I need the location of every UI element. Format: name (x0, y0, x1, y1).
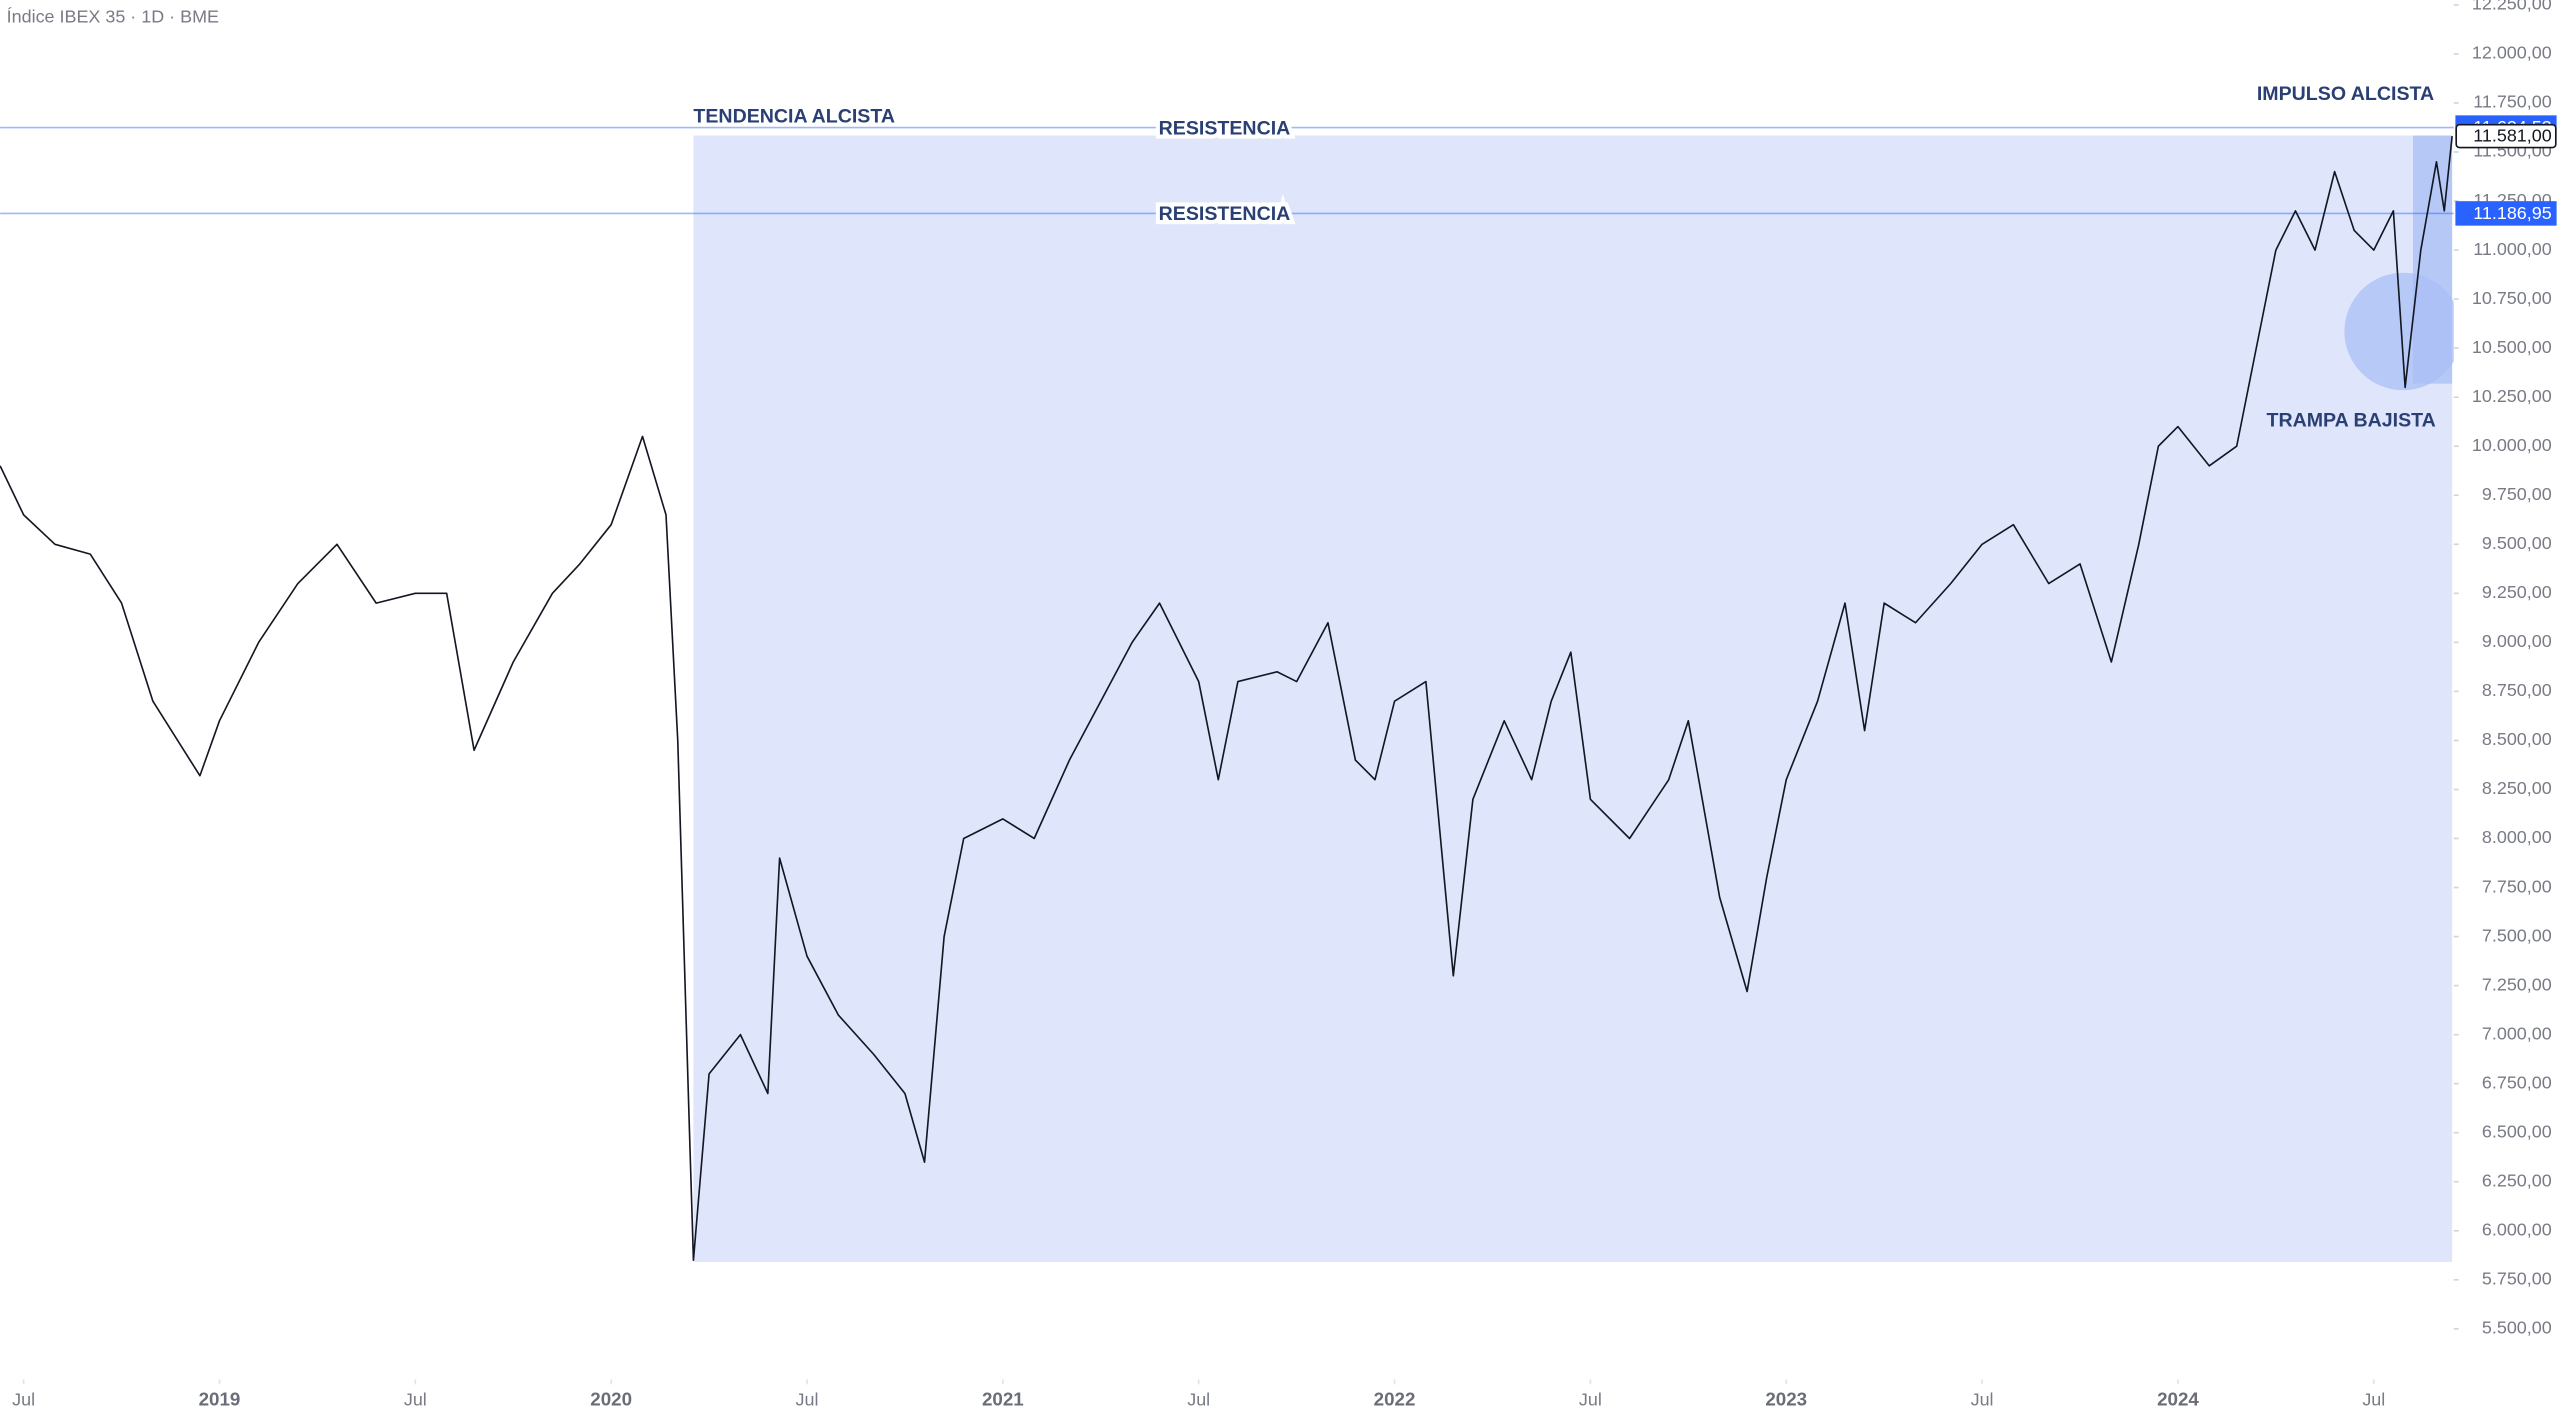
x-tick-label: 2022 (1374, 1389, 1416, 1410)
y-tick-label: 9.000,00 (2482, 631, 2552, 651)
price-line (0, 136, 2453, 1262)
x-tick-label: Jul (1971, 1389, 1994, 1409)
y-tick-label: 5.500,00 (2482, 1318, 2552, 1338)
y-tick-label: 8.250,00 (2482, 778, 2552, 798)
y-tick-label: 6.250,00 (2482, 1170, 2552, 1190)
x-tick-label: Jul (12, 1389, 35, 1409)
price-axis (2453, 0, 2560, 1417)
y-tick-label: 7.000,00 (2482, 1023, 2552, 1043)
y-tick-label: 8.500,00 (2482, 729, 2552, 749)
zone-label: TENDENCIA ALCISTA (693, 106, 895, 128)
y-tick-label: 11.000,00 (2473, 239, 2551, 259)
zone (693, 135, 2453, 1262)
y-tick-label: 7.500,00 (2482, 925, 2552, 945)
zone-label: IMPULSO ALCISTA (2257, 83, 2434, 105)
x-tick-label: Jul (2362, 1389, 2385, 1409)
y-tick-label: 7.250,00 (2482, 974, 2552, 994)
chart-title: Índice IBEX 35 · 1D · BME (7, 7, 219, 27)
x-tick-label: Jul (1579, 1389, 1602, 1409)
y-tick-label: 9.250,00 (2482, 582, 2552, 602)
y-tick-label: 8.000,00 (2482, 827, 2552, 847)
x-tick-label: 2024 (2157, 1389, 2199, 1410)
y-tick-label: 6.750,00 (2482, 1072, 2552, 1092)
x-tick-label: Jul (796, 1389, 819, 1409)
price-tag (2455, 201, 2557, 226)
x-tick-label: 2020 (590, 1389, 632, 1410)
last-price-label: 11.581,00 (2473, 126, 2551, 146)
y-tick-label: 12.000,00 (2472, 43, 2552, 63)
y-tick-label: 11.750,00 (2473, 92, 2551, 112)
y-tick-label: 10.750,00 (2472, 288, 2552, 308)
x-tick-label: Jul (404, 1389, 427, 1409)
resistance-label: RESISTENCIA (1159, 203, 1291, 225)
y-tick-label: 7.750,00 (2482, 876, 2552, 896)
y-tick-label: 10.500,00 (2472, 337, 2552, 357)
x-tick-label: 2021 (982, 1389, 1024, 1410)
x-tick-label: 2023 (1765, 1389, 1807, 1410)
marker-circle (2344, 272, 2462, 391)
price-tag-label: 11.186,95 (2473, 203, 2551, 223)
x-tick-label: 2019 (199, 1389, 241, 1410)
last-price-tag (2455, 123, 2557, 149)
y-tick-label: 8.750,00 (2482, 680, 2552, 700)
marker-label: TRAMPA BAJISTA (2266, 409, 2435, 431)
y-tick-label: 6.500,00 (2482, 1121, 2552, 1141)
y-tick-label: 9.750,00 (2482, 484, 2552, 504)
y-tick-label: 10.000,00 (2472, 435, 2552, 455)
y-tick-label: 5.750,00 (2482, 1269, 2552, 1289)
y-tick-label: 6.000,00 (2482, 1220, 2552, 1240)
resistance-label: RESISTENCIA (1159, 117, 1291, 139)
y-tick-label: 9.500,00 (2482, 533, 2552, 553)
y-tick-label: 10.250,00 (2472, 386, 2552, 406)
y-tick-label: 12.250,00 (2472, 0, 2552, 14)
x-tick-label: Jul (1187, 1389, 1210, 1409)
